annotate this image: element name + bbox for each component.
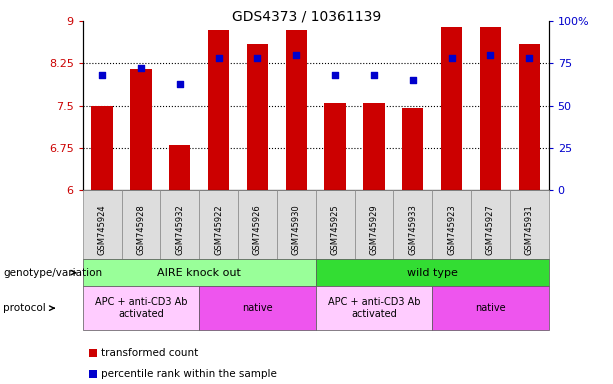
Bar [402, 108, 424, 190]
Point [175, 81, 185, 87]
Point [524, 55, 534, 61]
Text: native: native [475, 303, 506, 313]
Bar [91, 106, 113, 190]
Text: GDS4373 / 10361139: GDS4373 / 10361139 [232, 10, 381, 23]
Bar [169, 145, 191, 190]
Bar [324, 103, 346, 190]
Text: GSM745925: GSM745925 [330, 205, 340, 255]
Text: transformed count: transformed count [101, 348, 199, 358]
Text: protocol: protocol [3, 303, 46, 313]
Text: GSM745922: GSM745922 [214, 205, 223, 255]
Text: GSM745927: GSM745927 [486, 205, 495, 255]
Text: AIRE knock out: AIRE knock out [158, 268, 241, 278]
Bar [131, 69, 151, 190]
Text: GSM745923: GSM745923 [447, 205, 456, 255]
Point [485, 52, 495, 58]
Text: GSM745926: GSM745926 [253, 205, 262, 255]
Text: GSM745933: GSM745933 [408, 205, 417, 255]
Bar [441, 27, 462, 190]
Text: GSM745932: GSM745932 [175, 205, 185, 255]
Point [291, 52, 301, 58]
Text: GSM745930: GSM745930 [292, 205, 301, 255]
Point [253, 55, 262, 61]
Bar [208, 30, 229, 190]
Text: wild type: wild type [407, 268, 457, 278]
Text: percentile rank within the sample: percentile rank within the sample [101, 369, 277, 379]
Point [97, 72, 107, 78]
Bar [519, 44, 540, 190]
Text: APC + anti-CD3 Ab
activated: APC + anti-CD3 Ab activated [328, 297, 420, 319]
Text: APC + anti-CD3 Ab
activated: APC + anti-CD3 Ab activated [95, 297, 187, 319]
Text: genotype/variation: genotype/variation [3, 268, 102, 278]
Text: native: native [242, 303, 273, 313]
Point [136, 65, 146, 71]
Text: GSM745924: GSM745924 [97, 205, 107, 255]
Bar [247, 44, 268, 190]
Point [330, 72, 340, 78]
Text: GSM745928: GSM745928 [137, 205, 145, 255]
Point [447, 55, 457, 61]
Bar [480, 27, 501, 190]
Text: GSM745931: GSM745931 [525, 205, 534, 255]
Point [214, 55, 224, 61]
Text: GSM745929: GSM745929 [370, 205, 378, 255]
Point [408, 77, 417, 83]
Bar [286, 30, 307, 190]
Point [369, 72, 379, 78]
Bar [364, 103, 384, 190]
